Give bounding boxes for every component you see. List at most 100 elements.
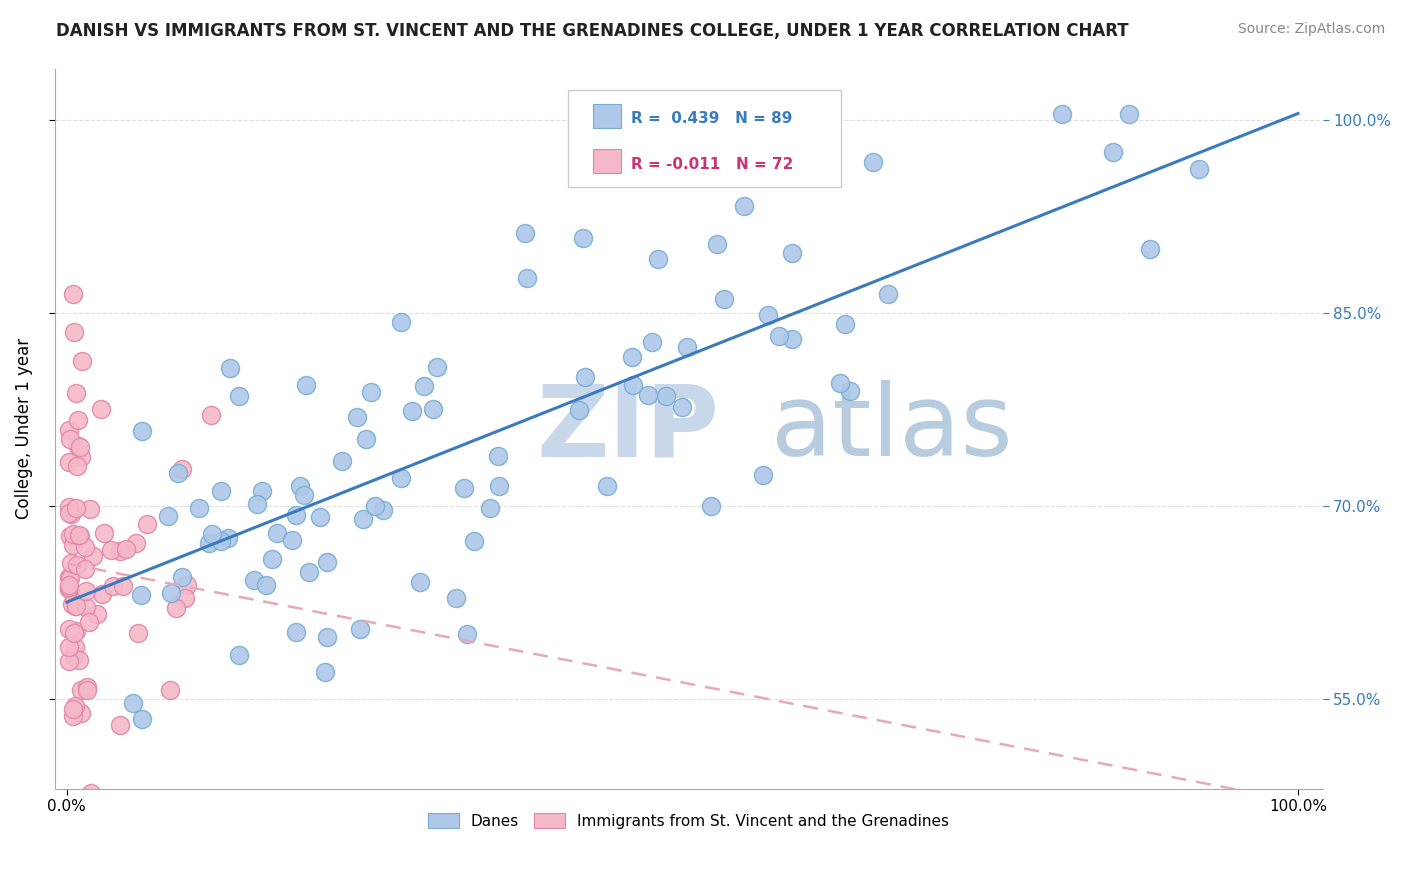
Point [254,578,277,592]
Point [75,584,97,599]
Point [571,230,593,244]
Point [285,508,308,522]
Point [58,455,80,469]
Point [65,640,87,654]
Point [129,588,152,602]
Point [63,626,86,640]
Point [647,252,669,267]
Point [217,531,239,545]
Point [262,552,284,566]
Legend: Danes, Immigrants from St. Vincent and the Grenadines: Danes, Immigrants from St. Vincent and t… [422,806,955,835]
Point [58,640,80,655]
FancyBboxPatch shape [593,149,621,173]
Text: DANISH VS IMMIGRANTS FROM ST. VINCENT AND THE GRENADINES COLLEGE, UNDER 1 YEAR C: DANISH VS IMMIGRANTS FROM ST. VINCENT AN… [56,22,1129,40]
FancyBboxPatch shape [593,103,621,128]
Point [58,580,80,594]
Point [66,458,89,473]
Point [479,501,502,516]
Point [700,499,723,513]
Point [596,479,619,493]
Point [93,526,115,541]
Point [165,601,187,615]
Point [838,384,860,398]
Point [67,528,90,542]
Point [828,376,851,390]
Point [246,497,269,511]
Point [79,501,101,516]
Point [733,198,755,212]
Point [63,699,86,714]
Point [62,527,84,541]
Point [66,558,89,572]
Point [62,286,84,301]
Point [60,507,83,521]
Point [90,587,112,601]
Point [463,534,485,549]
Point [62,648,84,663]
Point [346,409,368,424]
Point [76,682,98,697]
Point [456,627,478,641]
Point [1118,106,1140,120]
Point [108,544,131,558]
Point [156,508,179,523]
Point [409,574,432,589]
Point [63,325,86,339]
Point [110,718,132,732]
Point [77,615,100,629]
Point [59,432,82,446]
Point [412,378,434,392]
Point [756,308,779,322]
Point [58,570,80,584]
Point [1102,145,1125,159]
Point [751,467,773,482]
Point [201,527,224,541]
Point [641,335,664,350]
Point [1139,243,1161,257]
Point [391,315,413,329]
Point [62,702,84,716]
Point [75,599,97,614]
Point [69,529,91,543]
Point [114,542,136,557]
Point [621,378,644,392]
Point [309,509,332,524]
Point [422,402,444,417]
Point [90,402,112,417]
Point [290,479,312,493]
Point [62,648,84,663]
Point [67,439,90,453]
Point [125,536,148,550]
Point [86,607,108,622]
Point [250,483,273,498]
Point [209,534,232,549]
Point [266,526,288,541]
Point [243,573,266,587]
Point [59,556,82,570]
Point [373,503,395,517]
Point [401,403,423,417]
Point [58,582,80,597]
Point [131,424,153,438]
Point [69,706,91,720]
Point [228,389,250,403]
Point [176,578,198,592]
Point [516,270,538,285]
Point [75,562,97,576]
Point [360,384,382,399]
Point [62,708,84,723]
Point [58,423,80,437]
Point [218,360,240,375]
Point [676,341,699,355]
Point [100,543,122,558]
Point [1188,161,1211,176]
Point [187,500,209,515]
Point [65,386,87,401]
Point [513,226,536,240]
Point [862,155,884,169]
Point [782,332,804,346]
Point [292,488,315,502]
Text: R =  0.439   N = 89: R = 0.439 N = 89 [631,112,793,127]
Point [298,565,321,579]
Point [58,654,80,668]
